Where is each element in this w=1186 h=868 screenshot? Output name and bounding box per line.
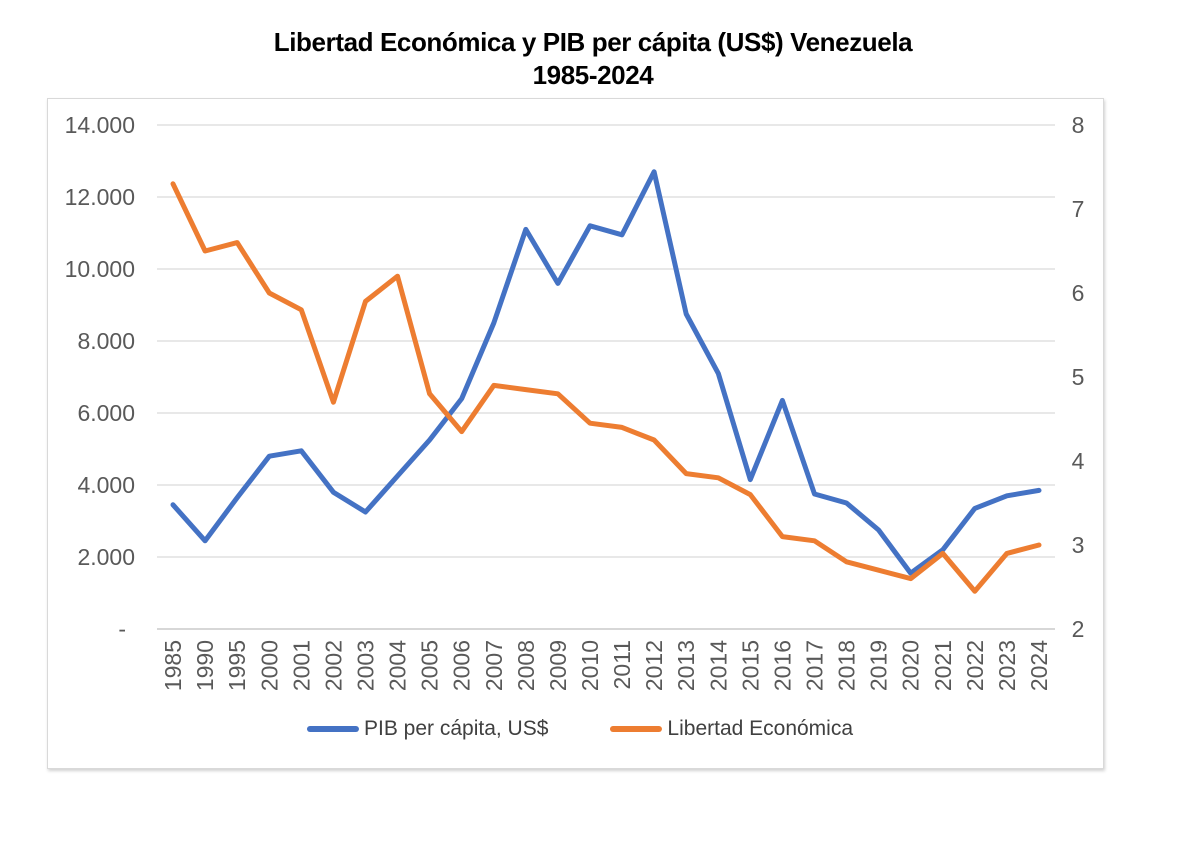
chart-title: Libertad Económica y PIB per cápita (US$…	[0, 26, 1186, 92]
legend-label-libertad: Libertad Económica	[667, 717, 854, 740]
chart-title-line1: Libertad Económica y PIB per cápita (US$…	[273, 27, 913, 57]
legend-item-pib: PIB per cápita, US$	[306, 717, 549, 741]
chart-frame	[47, 98, 1104, 769]
legend: PIB per cápita, US$ Libertad Económica	[306, 717, 853, 741]
chart-title-line2: 1985-2024	[532, 60, 654, 90]
legend-line-sample-libertad	[610, 726, 663, 732]
legend-label-pib: PIB per cápita, US$	[363, 717, 549, 740]
legend-item-libertad: Libertad Económica	[610, 717, 853, 741]
legend-line-sample-pib	[306, 726, 359, 732]
